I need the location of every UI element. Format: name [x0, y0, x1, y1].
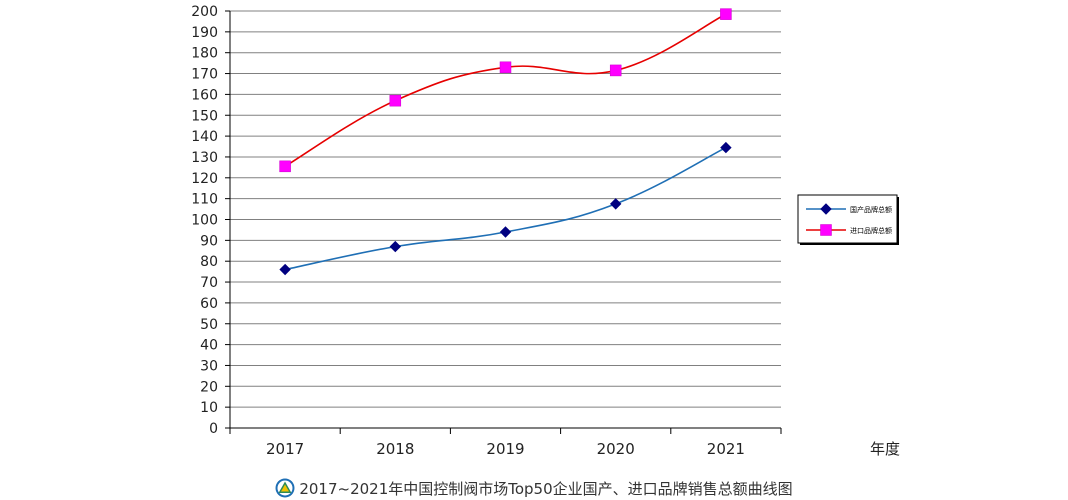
y-tick-label: 150 — [191, 108, 218, 124]
series-1-point — [279, 160, 291, 173]
caption-text: 2017~2021年中国控制阀市场Top50企业国产、进口品牌销售总额曲线图 — [299, 480, 793, 498]
y-tick-label: 20 — [200, 379, 218, 395]
y-tick-label: 60 — [200, 296, 218, 312]
y-tick-label: 90 — [200, 233, 218, 249]
series-line-1 — [284, 13, 727, 168]
series-1-point — [389, 94, 402, 107]
triangle-logo-icon — [275, 478, 295, 498]
x-tick-label: 2020 — [597, 440, 635, 458]
series-0-point — [389, 240, 402, 253]
y-tick-label: 120 — [191, 171, 218, 187]
x-tick-label: 2021 — [707, 440, 745, 458]
series-0-point — [609, 198, 622, 210]
y-tick-label: 40 — [200, 338, 218, 354]
y-tick-label: 100 — [191, 213, 218, 229]
x-tick-label: 2019 — [486, 440, 524, 458]
series-0-point — [720, 141, 732, 154]
x-axis-ticks: 2017 2018 2019 2020 2021 — [229, 428, 782, 458]
series-0-point — [279, 263, 291, 276]
y-tick-label: 160 — [191, 87, 218, 103]
x-tick-label: 2018 — [376, 440, 414, 458]
y-tick-label: 30 — [200, 358, 218, 374]
series-1-point — [720, 8, 732, 20]
legend-label-1: 进口品牌总额 — [850, 226, 892, 235]
series-line-0 — [284, 146, 727, 271]
y-tick-label: 170 — [191, 67, 218, 83]
series-1-point — [499, 61, 512, 74]
grid-lines — [230, 10, 781, 429]
x-axis-label: 年度 — [870, 440, 900, 458]
y-tick-label: 180 — [191, 46, 218, 62]
y-tick-label: 140 — [191, 129, 218, 145]
y-tick-label: 70 — [200, 275, 218, 291]
y-tick-label: 110 — [191, 192, 218, 208]
axes — [229, 11, 781, 429]
y-tick-label: 50 — [200, 317, 218, 333]
legend-label-0: 国产品牌总额 — [850, 205, 892, 214]
x-tick-label: 2017 — [266, 440, 304, 458]
series-1-point — [609, 64, 622, 77]
y-tick-label: 0 — [209, 421, 218, 437]
y-tick-label: 130 — [191, 150, 218, 166]
series-group — [279, 8, 732, 276]
y-tick-label: 200 — [191, 4, 218, 20]
legend-box — [797, 194, 898, 244]
y-tick-label: 190 — [191, 25, 218, 41]
y-axis-ticks: 0 10 20 30 40 50 60 70 80 90 100 110 120 130 140 150 160… — [191, 4, 230, 437]
legend-marker-0 — [820, 203, 832, 215]
series-0-point — [499, 226, 512, 238]
y-tick-label: 10 — [200, 400, 218, 416]
y-tick-label: 80 — [200, 254, 218, 270]
legend-marker-1 — [820, 224, 832, 236]
chart-caption: 2017~2021年中国控制阀市场Top50企业国产、进口品牌销售总额曲线图 — [0, 478, 1068, 499]
